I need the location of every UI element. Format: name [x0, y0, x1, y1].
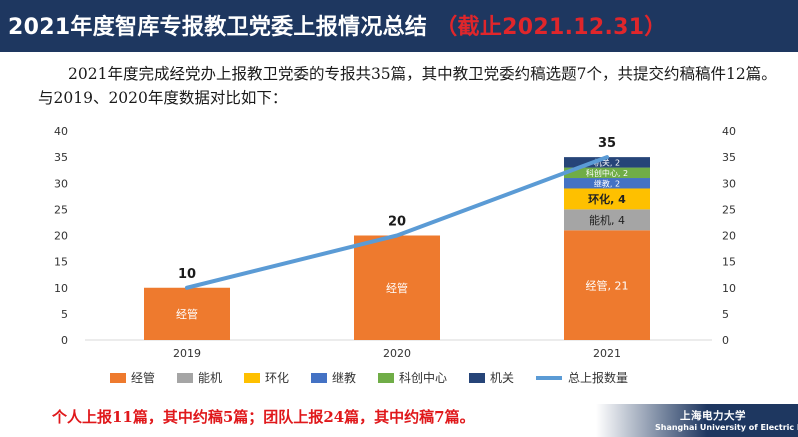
bar-segment-label: 环化, 4	[588, 192, 626, 206]
y-tick-label-left: 0	[61, 334, 68, 347]
total-label: 10	[178, 267, 196, 282]
x-tick-label: 2021	[593, 347, 621, 360]
legend-swatch	[177, 373, 193, 383]
y-tick-label-left: 35	[54, 151, 68, 164]
y-tick-label-right: 30	[722, 177, 736, 190]
bar-segment-label: 经管, 21	[586, 278, 629, 292]
legend-label: 能机	[198, 371, 222, 385]
y-tick-label-left: 20	[54, 230, 68, 243]
university-logo-cn: 上海电力大学	[680, 410, 746, 422]
title-main: 2021年度智库专报教卫党委上报情况总结	[8, 15, 428, 40]
total-line	[185, 155, 609, 290]
bar-segment	[564, 209, 650, 231]
y-tick-label-right: 35	[722, 151, 736, 164]
university-logo-en: Shanghai University of Electric Power	[655, 423, 798, 432]
total-label: 20	[388, 215, 406, 230]
legend-label: 环化	[265, 371, 289, 385]
bar-segment	[564, 157, 650, 168]
legend-swatch	[469, 373, 485, 383]
legend-label: 继教	[332, 370, 356, 385]
title-banner: 2021年度智库专报教卫党委上报情况总结 （截止2021.12.31）	[0, 0, 798, 52]
legend-swatch	[110, 373, 126, 383]
y-tick-label-left: 30	[54, 177, 68, 190]
legend-swatch	[311, 373, 327, 383]
legend-label: 机关	[490, 371, 514, 385]
bar-segment-label: 能机, 4	[589, 213, 625, 227]
bar-segment-label: 科创中心, 2	[586, 168, 628, 178]
y-tick-label-right: 20	[722, 230, 736, 243]
summary-note: 个人上报11篇，其中约稿5篇；团队上报24篇，其中约稿7篇。	[52, 408, 475, 426]
y-tick-label-right: 0	[722, 334, 729, 347]
bar-segment	[564, 167, 650, 179]
legend-label: 经管	[131, 370, 155, 385]
y-tick-label-right: 15	[722, 256, 736, 269]
legend-label: 总上报数量	[568, 370, 628, 385]
y-tick-label-right: 40	[722, 125, 736, 138]
bar-segment	[354, 235, 440, 340]
y-tick-label-left: 15	[54, 256, 68, 269]
bar-segment	[564, 230, 650, 340]
y-tick-label-right: 25	[722, 203, 736, 216]
y-tick-label-left: 25	[54, 203, 68, 216]
y-tick-label-left: 10	[54, 282, 68, 295]
y-tick-label-left: 5	[61, 308, 68, 321]
bar-segment-label: 经管	[176, 307, 198, 321]
page-title: 2021年度智库专报教卫党委上报情况总结 （截止2021.12.31）	[8, 9, 667, 41]
footer-band	[596, 404, 798, 437]
bar-segment-label: 继教, 2	[594, 178, 620, 188]
total-label: 35	[598, 136, 616, 151]
legend-swatch	[378, 373, 394, 383]
title-date-range: （截止2021.12.31）	[435, 15, 667, 40]
bar-segment	[144, 287, 230, 340]
legend-label: 科创中心	[399, 370, 447, 385]
intro-paragraph: 2021年度完成经党办上报教卫党委的专报共35篇，其中教卫党委约稿选题7个，共提…	[38, 65, 777, 107]
y-tick-label-right: 10	[722, 282, 736, 295]
y-tick-label-right: 5	[722, 308, 729, 321]
x-tick-label: 2020	[383, 347, 411, 360]
bar-segment	[564, 178, 650, 189]
x-tick-label: 2019	[173, 347, 201, 360]
bar-segment-label: 机关, 2	[594, 157, 620, 167]
legend-swatch	[244, 373, 260, 383]
y-tick-label-left: 40	[54, 125, 68, 138]
bar-segment-label: 经管	[386, 281, 408, 295]
bar-segment	[564, 188, 650, 210]
